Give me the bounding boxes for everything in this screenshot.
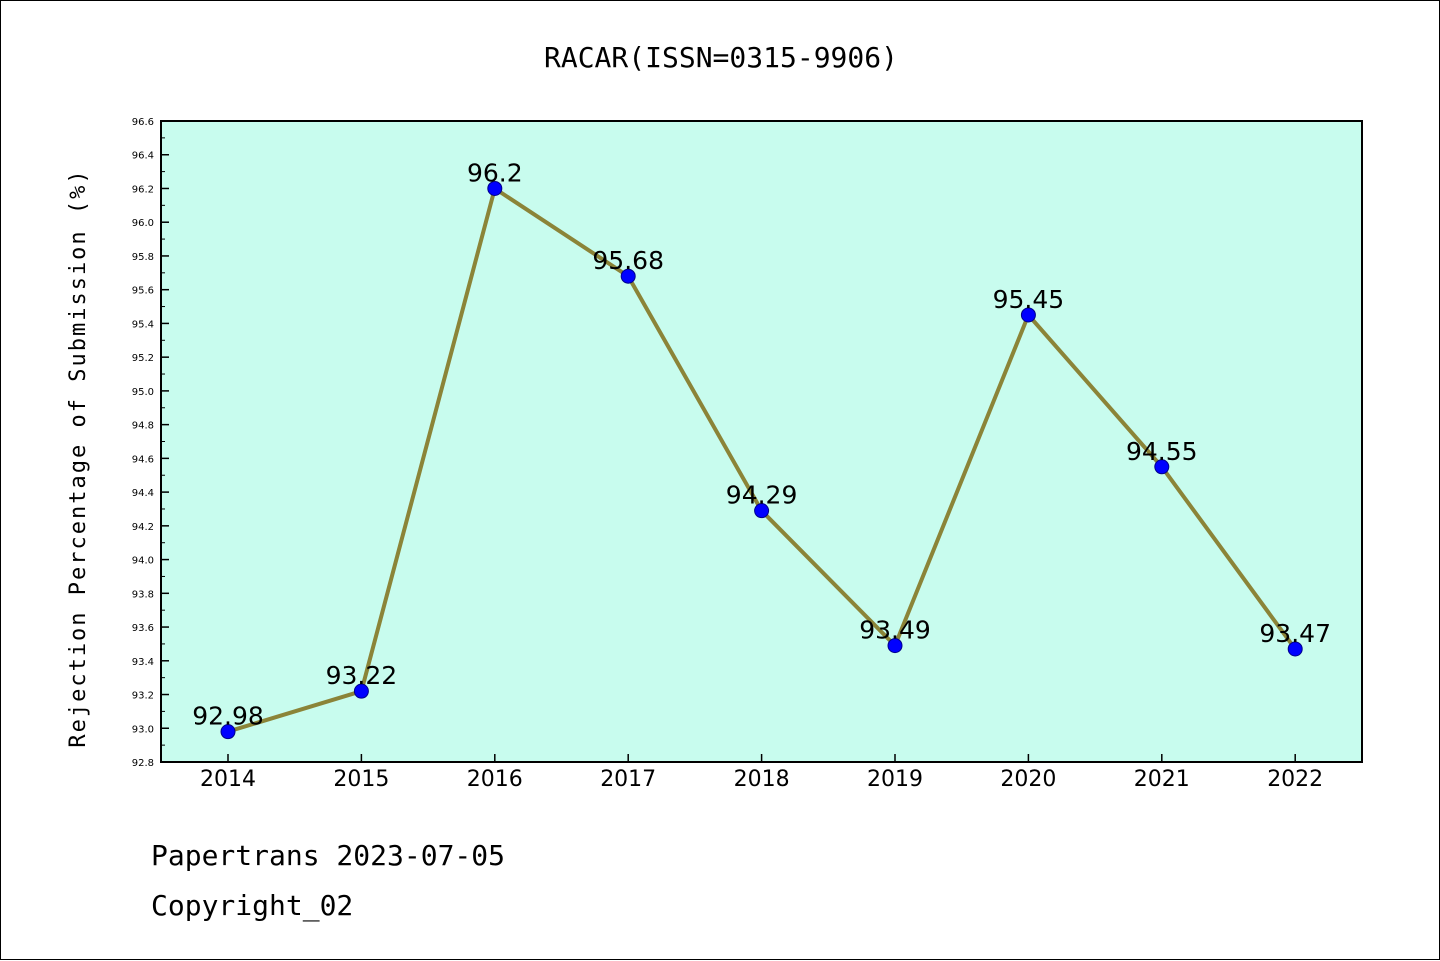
data-label: 94.29 <box>726 481 798 510</box>
y-tick-label: 95.6 <box>132 286 154 297</box>
x-tick-label: 2022 <box>1267 767 1323 792</box>
y-tick-label: 93.0 <box>132 724 154 735</box>
y-tick-label: 96.6 <box>132 117 154 128</box>
data-point <box>1287 641 1303 657</box>
x-tick-label: 2018 <box>734 767 790 792</box>
data-label: 94.55 <box>1126 437 1198 466</box>
data-label: 92.98 <box>192 702 264 731</box>
data-point <box>487 180 503 196</box>
y-tick-label: 95.8 <box>132 252 154 263</box>
y-tick-label: 94.8 <box>132 421 154 432</box>
data-label: 93.47 <box>1259 619 1331 648</box>
y-tick-label: 93.8 <box>132 589 154 600</box>
x-tick-label: 2017 <box>600 767 656 792</box>
x-tick-label: 2014 <box>200 767 256 792</box>
data-point <box>220 724 236 740</box>
data-label: 95.68 <box>592 246 664 275</box>
x-axis: 2014 2015 2016 2017 2018 2019 2020 2021 2022 <box>200 754 1323 792</box>
y-tick-label: 95.4 <box>132 319 154 330</box>
data-point <box>1154 459 1170 475</box>
y-axis-label: Rejection Percentage of Submission (%) <box>66 168 91 747</box>
y-tick-label: 93.6 <box>132 623 154 634</box>
footer-line-1: Papertrans 2023-07-05 <box>151 839 505 872</box>
data-point <box>1020 307 1036 323</box>
y-tick-label: 92.8 <box>132 758 154 769</box>
y-tick-label: 95.0 <box>132 387 154 398</box>
x-tick-label: 2016 <box>467 767 523 792</box>
y-tick-label: 94.4 <box>132 488 154 499</box>
data-label: 93.22 <box>326 661 398 690</box>
data-point <box>887 638 903 654</box>
footer-line-2: Copyright_02 <box>151 889 353 923</box>
x-tick-label: 2021 <box>1134 767 1190 792</box>
y-tick-label: 94.2 <box>132 522 154 533</box>
y-tick-label: 96.0 <box>132 218 154 229</box>
y-axis: 92.8 93.0 93.2 93.4 93.6 93.8 94.0 94.2 94.4 94.6… <box>132 117 169 769</box>
data-label: 95.45 <box>993 285 1065 314</box>
series-markers <box>220 180 1303 740</box>
x-tick-label: 2019 <box>867 767 923 792</box>
data-labels: 92.98 93.22 96.2 95.68 94.29 93.49 95.45 94.55 9… <box>192 158 1331 730</box>
data-point <box>353 683 369 699</box>
chart-title: RACAR(ISSN=0315-9906) <box>544 41 898 74</box>
data-point <box>620 268 636 284</box>
data-label: 93.49 <box>859 616 931 645</box>
y-tick-label: 93.4 <box>132 657 154 668</box>
y-tick-label: 94.0 <box>132 556 154 567</box>
data-point <box>754 503 770 519</box>
y-tick-label: 93.2 <box>132 691 154 702</box>
y-tick-label: 94.6 <box>132 454 154 465</box>
data-label: 96.2 <box>467 158 523 187</box>
y-tick-label: 96.2 <box>132 184 154 195</box>
x-tick-label: 2015 <box>333 767 389 792</box>
y-tick-label: 96.4 <box>132 151 154 162</box>
y-tick-label: 95.2 <box>132 353 154 364</box>
x-tick-label: 2020 <box>1000 767 1056 792</box>
plot-area <box>160 120 1363 763</box>
